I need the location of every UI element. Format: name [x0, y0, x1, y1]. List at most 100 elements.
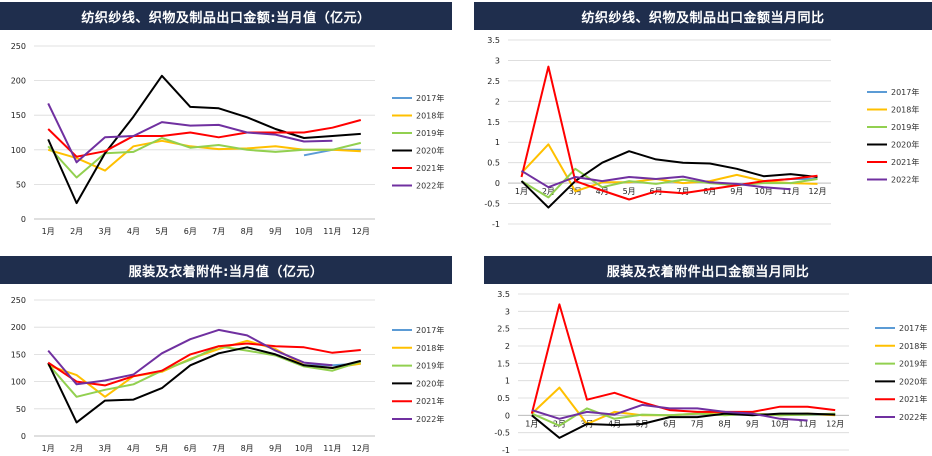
series-line-2022 — [531, 403, 808, 422]
x-tick-label: 2月 — [70, 444, 83, 453]
series-line-2021 — [47, 342, 361, 387]
legend-label-2022: 2022年 — [416, 181, 444, 191]
series-line-2019 — [47, 345, 362, 398]
x-tick-label: 7月 — [676, 187, 689, 196]
x-tick-label: 4月 — [127, 444, 140, 453]
y-tick-label: 0 — [495, 179, 500, 188]
chart-panel-1: 纺织纱线、织物及制品出口金额:当月值（亿元） 0 50 100 150 200 250 1月… — [0, 0, 452, 246]
chart-3: 0 50 100 150 200 250 1月 2月 3月 4月 5月 6月 7月 8月 9月 10月 11月 1… — [11, 296, 445, 453]
series-line-2021 — [47, 119, 362, 158]
legend-label-2017: 2017年 — [416, 93, 444, 103]
x-tick-label: 9月 — [746, 419, 759, 428]
y-tick-label: 2 — [505, 342, 510, 351]
legend-label-2021: 2021年 — [891, 157, 919, 167]
x-tick-label: 12月 — [826, 419, 844, 428]
legend-label-2021: 2021年 — [899, 394, 927, 404]
y-tick-label: 150 — [11, 111, 26, 120]
chart-panel-4: 服装及衣着附件出口金额当月同比 -1 -0.5 0 0.5 1 1.5 2 2.5 3 3.5 1月… — [484, 256, 932, 456]
chart-title-1: 纺织纱线、织物及制品出口金额:当月值（亿元） — [0, 2, 452, 30]
series-line-2022 — [520, 169, 791, 191]
chart-title-4: 服装及衣着附件出口金额当月同比 — [484, 256, 932, 284]
y-tick-label: 1 — [495, 138, 500, 147]
x-tick-label: 11月 — [799, 419, 817, 428]
y-tick-label: 250 — [11, 42, 26, 51]
y-tick-label: 2.5 — [487, 77, 500, 86]
y-tick-label: 0.5 — [497, 394, 510, 403]
y-tick-label: 50 — [16, 405, 26, 414]
x-tick-label: 11月 — [782, 187, 800, 196]
y-tick-label: -0.5 — [484, 200, 500, 209]
x-tick-label: 10月 — [755, 187, 773, 196]
legend-label-2019: 2019年 — [891, 122, 919, 132]
legend-label-2020: 2020年 — [899, 376, 927, 386]
x-tick-label: 9月 — [269, 444, 282, 453]
y-tick-label: -0.5 — [494, 429, 510, 438]
series-line-2021 — [530, 303, 836, 414]
legend-label-2019: 2019年 — [416, 128, 444, 138]
series-line-2021 — [520, 65, 818, 201]
x-tick-label: 2月 — [553, 419, 566, 428]
y-tick-label: 0 — [21, 215, 26, 224]
chart-title-2: 纺织纱线、织物及制品出口金额当月同比 — [474, 2, 932, 30]
legend-label-2020: 2020年 — [891, 140, 919, 150]
y-tick-label: 0 — [505, 411, 510, 420]
y-tick-label: 200 — [11, 323, 26, 332]
series-line-2020 — [47, 74, 361, 205]
x-tick-label: 3月 — [98, 444, 111, 453]
x-tick-label: 4月 — [127, 227, 140, 236]
y-tick-label: 200 — [11, 77, 26, 86]
x-tick-label: 6月 — [184, 227, 197, 236]
legend-label-2021: 2021年 — [416, 396, 444, 406]
y-tick-label: 2 — [495, 97, 500, 106]
chart-panel-3: 服装及衣着附件:当月值（亿元） 0 50 100 150 200 250 1月 2月 3月 4月 5… — [0, 256, 452, 456]
x-tick-label: 8月 — [703, 187, 716, 196]
x-tick-label: 11月 — [323, 227, 341, 236]
chart-4: -1-0.500.511.522.533.51月 2月 3月 4月 5月 6月 7月 8月 9月… — [494, 290, 927, 455]
x-tick-label: 9月 — [269, 227, 282, 236]
legend-label-2018: 2018年 — [899, 341, 927, 351]
y-tick-label: 0.5 — [487, 159, 500, 168]
x-tick-label: 4月 — [608, 419, 621, 428]
y-tick-label: 1.5 — [487, 118, 500, 127]
chart-2: -1-0.500.511.522.533.51月 2月 3月 4月 5月 6月 7月 8月 9月… — [484, 36, 919, 229]
legend-label-2017: 2017年 — [416, 325, 444, 335]
x-tick-label: 12月 — [352, 227, 370, 236]
x-tick-label: 10月 — [295, 444, 313, 453]
x-tick-label: 8月 — [241, 444, 254, 453]
chart-panel-2: 纺织纱线、织物及制品出口金额当月同比 -1 -0.5 0 0.5 1 1.5 2 2.5 3 3.… — [474, 0, 932, 246]
x-tick-label: 5月 — [155, 444, 168, 453]
y-tick-label: 50 — [16, 180, 26, 189]
y-tick-label: 150 — [11, 350, 26, 359]
legend-label-2022: 2022年 — [416, 414, 444, 424]
legend-label-2018: 2018年 — [891, 105, 919, 115]
y-tick-label: 100 — [11, 378, 26, 387]
y-tick-label: 100 — [11, 146, 26, 155]
y-tick-label: 2.5 — [497, 325, 510, 334]
y-tick-label: 1 — [505, 377, 510, 386]
y-tick-label: 3 — [505, 307, 510, 316]
legend-label-2019: 2019年 — [416, 361, 444, 371]
x-tick-label: 4月 — [596, 187, 609, 196]
legend-label-2018: 2018年 — [416, 111, 444, 121]
legend-label-2017: 2017年 — [899, 323, 927, 333]
x-tick-label: 1月 — [515, 187, 528, 196]
x-tick-label: 10月 — [295, 227, 313, 236]
series-line-2020 — [531, 412, 836, 439]
x-tick-label: 3月 — [98, 227, 111, 236]
legend-label-2020: 2020年 — [416, 378, 444, 388]
series-line-2022 — [47, 102, 333, 164]
x-tick-label: 8月 — [718, 419, 731, 428]
x-tick-label: 7月 — [212, 444, 225, 453]
x-tick-label: 9月 — [730, 187, 743, 196]
y-tick-label: 1.5 — [497, 359, 510, 368]
x-tick-label: 12月 — [352, 444, 370, 453]
x-tick-label: 1月 — [525, 419, 538, 428]
legend-label-2022: 2022年 — [899, 412, 927, 422]
x-tick-label: 6月 — [184, 444, 197, 453]
y-tick-label: 250 — [11, 296, 26, 305]
series-line-2020 — [520, 150, 818, 209]
series-line-2018 — [520, 143, 818, 193]
legend-label-2021: 2021年 — [416, 163, 444, 173]
y-tick-label: 3 — [495, 56, 500, 65]
x-tick-label: 2月 — [70, 227, 83, 236]
